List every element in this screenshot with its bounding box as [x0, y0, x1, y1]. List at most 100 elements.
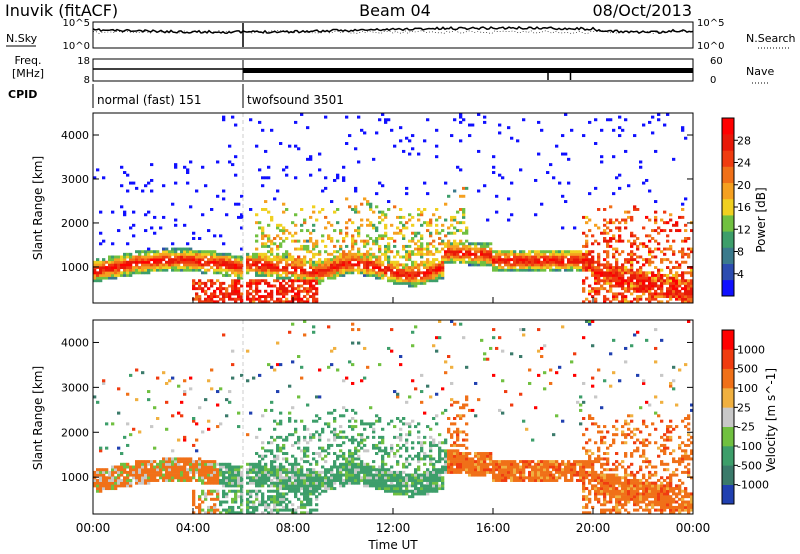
- power-cell: [369, 271, 373, 275]
- power-cell: [306, 276, 310, 280]
- velocity-cell: [522, 333, 526, 337]
- velocity-cell: [378, 465, 382, 469]
- velocity-cell: [285, 508, 289, 512]
- velocity-cell: [438, 473, 442, 477]
- velocity-cell: [390, 476, 394, 480]
- power-cell: [192, 258, 196, 262]
- power-cell: [309, 276, 313, 280]
- power-cell: [525, 252, 529, 256]
- velocity-cell: [297, 435, 301, 439]
- velocity-cell: [552, 465, 556, 469]
- velocity-cell: [141, 476, 145, 480]
- power-cell: [342, 260, 346, 264]
- velocity-cell: [171, 473, 175, 477]
- power-cell: [213, 292, 217, 296]
- velocity-cell: [495, 346, 499, 350]
- velocity-cell: [339, 414, 343, 418]
- power-cell: [468, 258, 472, 262]
- velocity-cell: [246, 497, 250, 501]
- velocity-cell: [399, 454, 403, 458]
- velocity-cell: [417, 473, 421, 477]
- velocity-cell: [354, 425, 358, 429]
- velocity-cell: [123, 462, 127, 466]
- velocity-cell: [591, 473, 595, 477]
- velocity-cell: [333, 476, 337, 480]
- velocity-cell: [588, 489, 592, 493]
- power-cell: [126, 263, 130, 267]
- power-cell: [276, 234, 280, 238]
- power-cell: [405, 192, 409, 196]
- velocity-cell: [357, 341, 361, 345]
- velocity-cell: [585, 487, 589, 491]
- power-cell: [579, 260, 583, 264]
- power-cell: [207, 287, 211, 291]
- power-cell: [462, 260, 466, 264]
- velocity-cell: [576, 462, 580, 466]
- power-cell: [222, 260, 226, 264]
- power-cell: [228, 144, 232, 148]
- power-cell: [324, 226, 328, 230]
- velocity-cell: [363, 476, 367, 480]
- velocity-cell: [258, 462, 262, 466]
- power-cell: [429, 273, 433, 277]
- velocity-cell: [306, 492, 310, 496]
- power-cell: [156, 258, 160, 262]
- velocity-cell: [261, 492, 265, 496]
- velocity-cell: [303, 503, 307, 507]
- velocity-cell: [435, 489, 439, 493]
- velocity-cell: [288, 508, 292, 512]
- power-cell: [627, 258, 631, 262]
- power-cell: [300, 271, 304, 275]
- velocity-cell: [312, 452, 316, 456]
- velocity-cell: [396, 460, 400, 464]
- velocity-cell: [210, 368, 214, 372]
- velocity-cell: [465, 403, 469, 407]
- power-cell: [162, 184, 166, 188]
- velocity-cell: [351, 328, 355, 332]
- velocity-cell: [405, 473, 409, 477]
- power-cell: [684, 295, 688, 299]
- velocity-cell: [309, 500, 313, 504]
- power-cell: [654, 276, 658, 280]
- power-cell: [522, 250, 526, 254]
- power-cell: [231, 284, 235, 288]
- velocity-cell: [99, 468, 103, 472]
- velocity-cell: [345, 376, 349, 380]
- power-cell: [426, 268, 430, 272]
- velocity-cell: [171, 449, 175, 453]
- velocity-cell: [159, 473, 163, 477]
- velocity-cell: [219, 500, 223, 504]
- power-cell: [573, 250, 577, 254]
- velocity-cell: [126, 484, 130, 488]
- power-cell: [291, 260, 295, 264]
- velocity-cell: [339, 478, 343, 482]
- power-cell: [624, 271, 628, 275]
- power-cell: [306, 292, 310, 296]
- power-cell: [156, 252, 160, 256]
- power-cell: [186, 268, 190, 272]
- power-cell: [303, 260, 307, 264]
- velocity-cell: [192, 465, 196, 469]
- power-cell: [309, 281, 313, 285]
- freq-traces: [93, 60, 693, 80]
- velocity-cell: [285, 476, 289, 480]
- velocity-cell: [231, 470, 235, 474]
- power-cell: [609, 221, 613, 225]
- velocity-cell: [330, 487, 334, 491]
- power-cell: [333, 263, 337, 267]
- velocity-cell: [225, 508, 229, 512]
- velocity-cell: [471, 462, 475, 466]
- velocity-cell: [261, 473, 265, 477]
- power-cell: [315, 244, 319, 248]
- velocity-cell: [312, 481, 316, 485]
- power-cell: [285, 273, 289, 277]
- velocity-cell: [324, 487, 328, 491]
- power-cell: [633, 284, 637, 288]
- velocity-cell: [213, 462, 217, 466]
- velocity-cell: [531, 473, 535, 477]
- velocity-cell: [93, 481, 97, 485]
- velocity-cell: [438, 476, 442, 480]
- power-cell: [192, 281, 196, 285]
- power-cell: [585, 215, 589, 219]
- velocity-cell: [435, 468, 439, 472]
